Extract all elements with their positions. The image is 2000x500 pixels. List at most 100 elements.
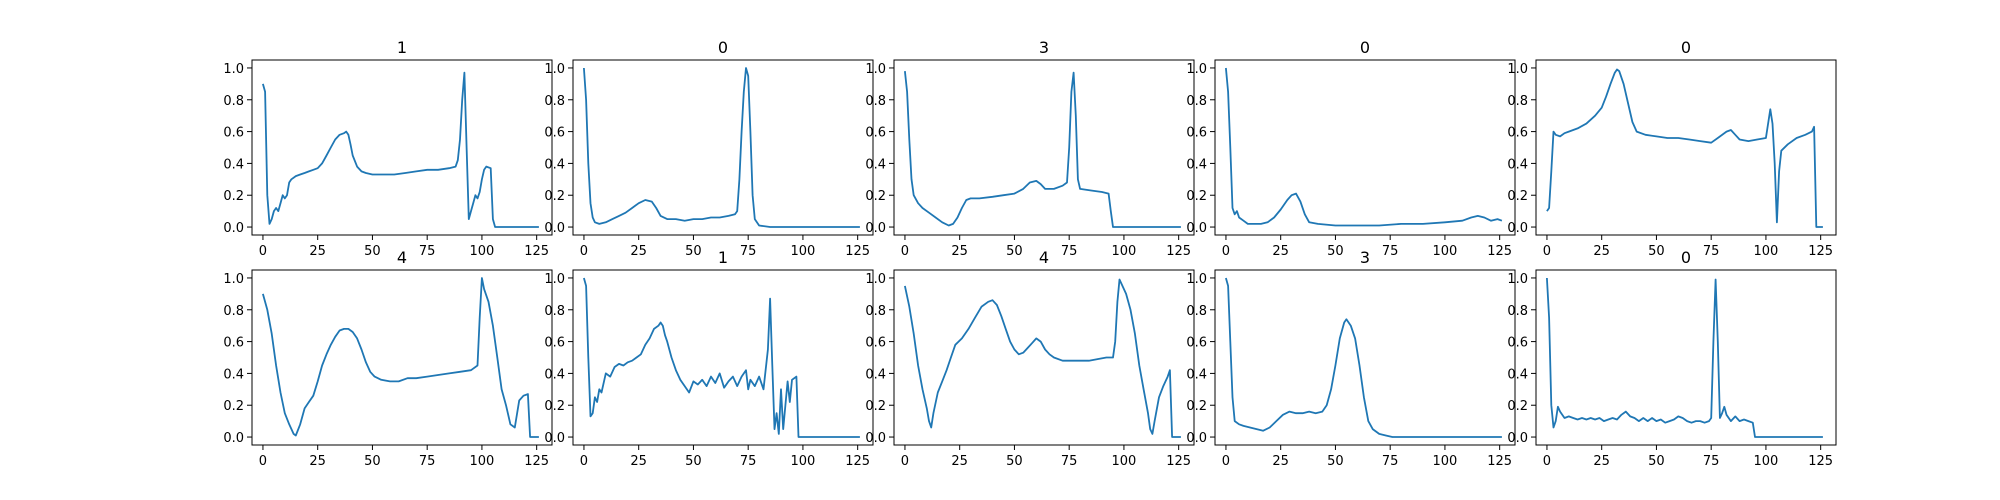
series-line <box>263 278 539 437</box>
x-tick-label: 100 <box>470 244 495 259</box>
y-tick-label: 0.6 <box>865 126 886 141</box>
subplot-4: 0 0 25 50 75 100 125 0.0 0.2 0.4 0.6 0.8 1.0 <box>1186 38 1515 259</box>
plot-frame <box>1215 60 1515 235</box>
y-tick-label: 0.0 <box>1507 431 1528 446</box>
plot-frame <box>1215 270 1515 445</box>
y-tick-label: 0.0 <box>865 221 886 236</box>
x-tick-label: 125 <box>524 244 549 259</box>
subplot-title: 1 <box>718 248 728 267</box>
subplot-10: 0 0 25 50 75 100 125 0.0 0.2 0.4 0.6 0.8 1.0 <box>1507 248 1836 469</box>
x-tick-label: 25 <box>1593 454 1610 469</box>
x-tick-label: 75 <box>1703 244 1720 259</box>
y-tick-label: 0.4 <box>223 367 244 382</box>
y-tick-label: 0.6 <box>223 336 244 351</box>
y-tick-label: 0.2 <box>1507 399 1528 414</box>
series-line <box>1547 278 1823 437</box>
y-tick-label: 0.8 <box>544 304 565 319</box>
x-tick-label: 75 <box>419 244 436 259</box>
x-tick-label: 125 <box>1808 454 1833 469</box>
x-tick-label: 50 <box>1006 454 1023 469</box>
x-tick-label: 0 <box>259 244 267 259</box>
x-tick-label: 100 <box>1112 454 1137 469</box>
y-tick-label: 0.8 <box>1507 304 1528 319</box>
x-tick-label: 50 <box>1327 454 1344 469</box>
x-tick-label: 25 <box>309 244 326 259</box>
subplot-title: 1 <box>397 38 407 57</box>
x-tick-label: 75 <box>1703 454 1720 469</box>
x-tick-label: 75 <box>419 454 436 469</box>
x-tick-label: 50 <box>364 454 381 469</box>
x-tick-label: 75 <box>1061 244 1078 259</box>
subplot-title: 0 <box>1681 38 1691 57</box>
y-tick-label: 0.4 <box>544 367 565 382</box>
y-tick-label: 0.4 <box>865 157 886 172</box>
y-tick-label: 0.6 <box>1186 336 1207 351</box>
x-tick-label: 50 <box>1327 244 1344 259</box>
series-line <box>1226 68 1502 226</box>
y-tick-label: 0.0 <box>1186 221 1207 236</box>
series-line <box>263 73 539 227</box>
subplot-1: 1 0 25 50 75 100 125 0.0 0.2 0.4 0.6 0.8 1.0 <box>223 38 552 259</box>
x-tick-label: 100 <box>1112 244 1137 259</box>
y-tick-label: 1.0 <box>223 62 244 77</box>
y-tick-label: 0.6 <box>544 336 565 351</box>
y-tick-label: 0.8 <box>865 94 886 109</box>
x-tick-label: 0 <box>1543 454 1551 469</box>
x-tick-label: 0 <box>901 244 909 259</box>
y-tick-label: 0.4 <box>223 157 244 172</box>
y-tick-label: 0.2 <box>223 189 244 204</box>
y-tick-label: 0.2 <box>1186 189 1207 204</box>
x-tick-label: 125 <box>1487 244 1512 259</box>
x-tick-label: 0 <box>1222 454 1230 469</box>
subplot-5: 0 0 25 50 75 100 125 0.0 0.2 0.4 0.6 0.8 1.0 <box>1507 38 1836 259</box>
x-tick-label: 75 <box>740 454 757 469</box>
y-tick-label: 0.2 <box>544 399 565 414</box>
y-tick-label: 0.4 <box>865 367 886 382</box>
x-tick-label: 125 <box>845 244 870 259</box>
plot-frame <box>573 270 873 445</box>
y-tick-label: 0.4 <box>544 157 565 172</box>
y-tick-label: 0.2 <box>865 399 886 414</box>
y-tick-label: 0.4 <box>1507 157 1528 172</box>
x-tick-label: 50 <box>1006 244 1023 259</box>
series-line <box>905 280 1181 438</box>
x-tick-label: 25 <box>630 244 647 259</box>
y-tick-label: 0.2 <box>865 189 886 204</box>
y-tick-label: 0.0 <box>544 431 565 446</box>
subplot-title: 4 <box>1039 248 1049 267</box>
y-tick-label: 0.0 <box>1507 221 1528 236</box>
x-tick-label: 25 <box>309 454 326 469</box>
x-tick-label: 125 <box>524 454 549 469</box>
y-tick-label: 0.6 <box>865 336 886 351</box>
series-line <box>584 278 860 437</box>
y-tick-label: 1.0 <box>223 272 244 287</box>
x-tick-label: 25 <box>1272 454 1289 469</box>
x-tick-label: 75 <box>740 244 757 259</box>
y-tick-label: 0.6 <box>1507 336 1528 351</box>
y-tick-label: 0.0 <box>1186 431 1207 446</box>
y-tick-label: 0.2 <box>223 399 244 414</box>
x-tick-label: 50 <box>685 244 702 259</box>
y-tick-label: 0.0 <box>223 431 244 446</box>
y-tick-label: 0.6 <box>1186 126 1207 141</box>
y-tick-label: 0.0 <box>223 221 244 236</box>
x-tick-label: 125 <box>1166 244 1191 259</box>
x-tick-label: 25 <box>1272 244 1289 259</box>
subplot-3: 30 25 50 75 100 1250.00.20.40.60.81.0 <box>865 38 1194 259</box>
x-tick-label: 25 <box>951 244 968 259</box>
x-tick-label: 25 <box>1593 244 1610 259</box>
x-tick-label: 50 <box>364 244 381 259</box>
y-tick-label: 1.0 <box>1507 62 1528 77</box>
subplot-6: 4 0 25 50 75 100 125 0.0 0.2 0.4 0.6 0.8 1.0 <box>223 248 552 469</box>
x-tick-label: 0 <box>580 454 588 469</box>
y-tick-label: 1.0 <box>544 62 565 77</box>
x-tick-label: 125 <box>1808 244 1833 259</box>
y-tick-label: 0.6 <box>544 126 565 141</box>
y-tick-label: 1.0 <box>865 62 886 77</box>
y-tick-label: 1.0 <box>1507 272 1528 287</box>
x-tick-label: 0 <box>1222 244 1230 259</box>
plot-frame <box>894 60 1194 235</box>
x-tick-label: 50 <box>1648 454 1665 469</box>
x-tick-label: 100 <box>791 244 816 259</box>
